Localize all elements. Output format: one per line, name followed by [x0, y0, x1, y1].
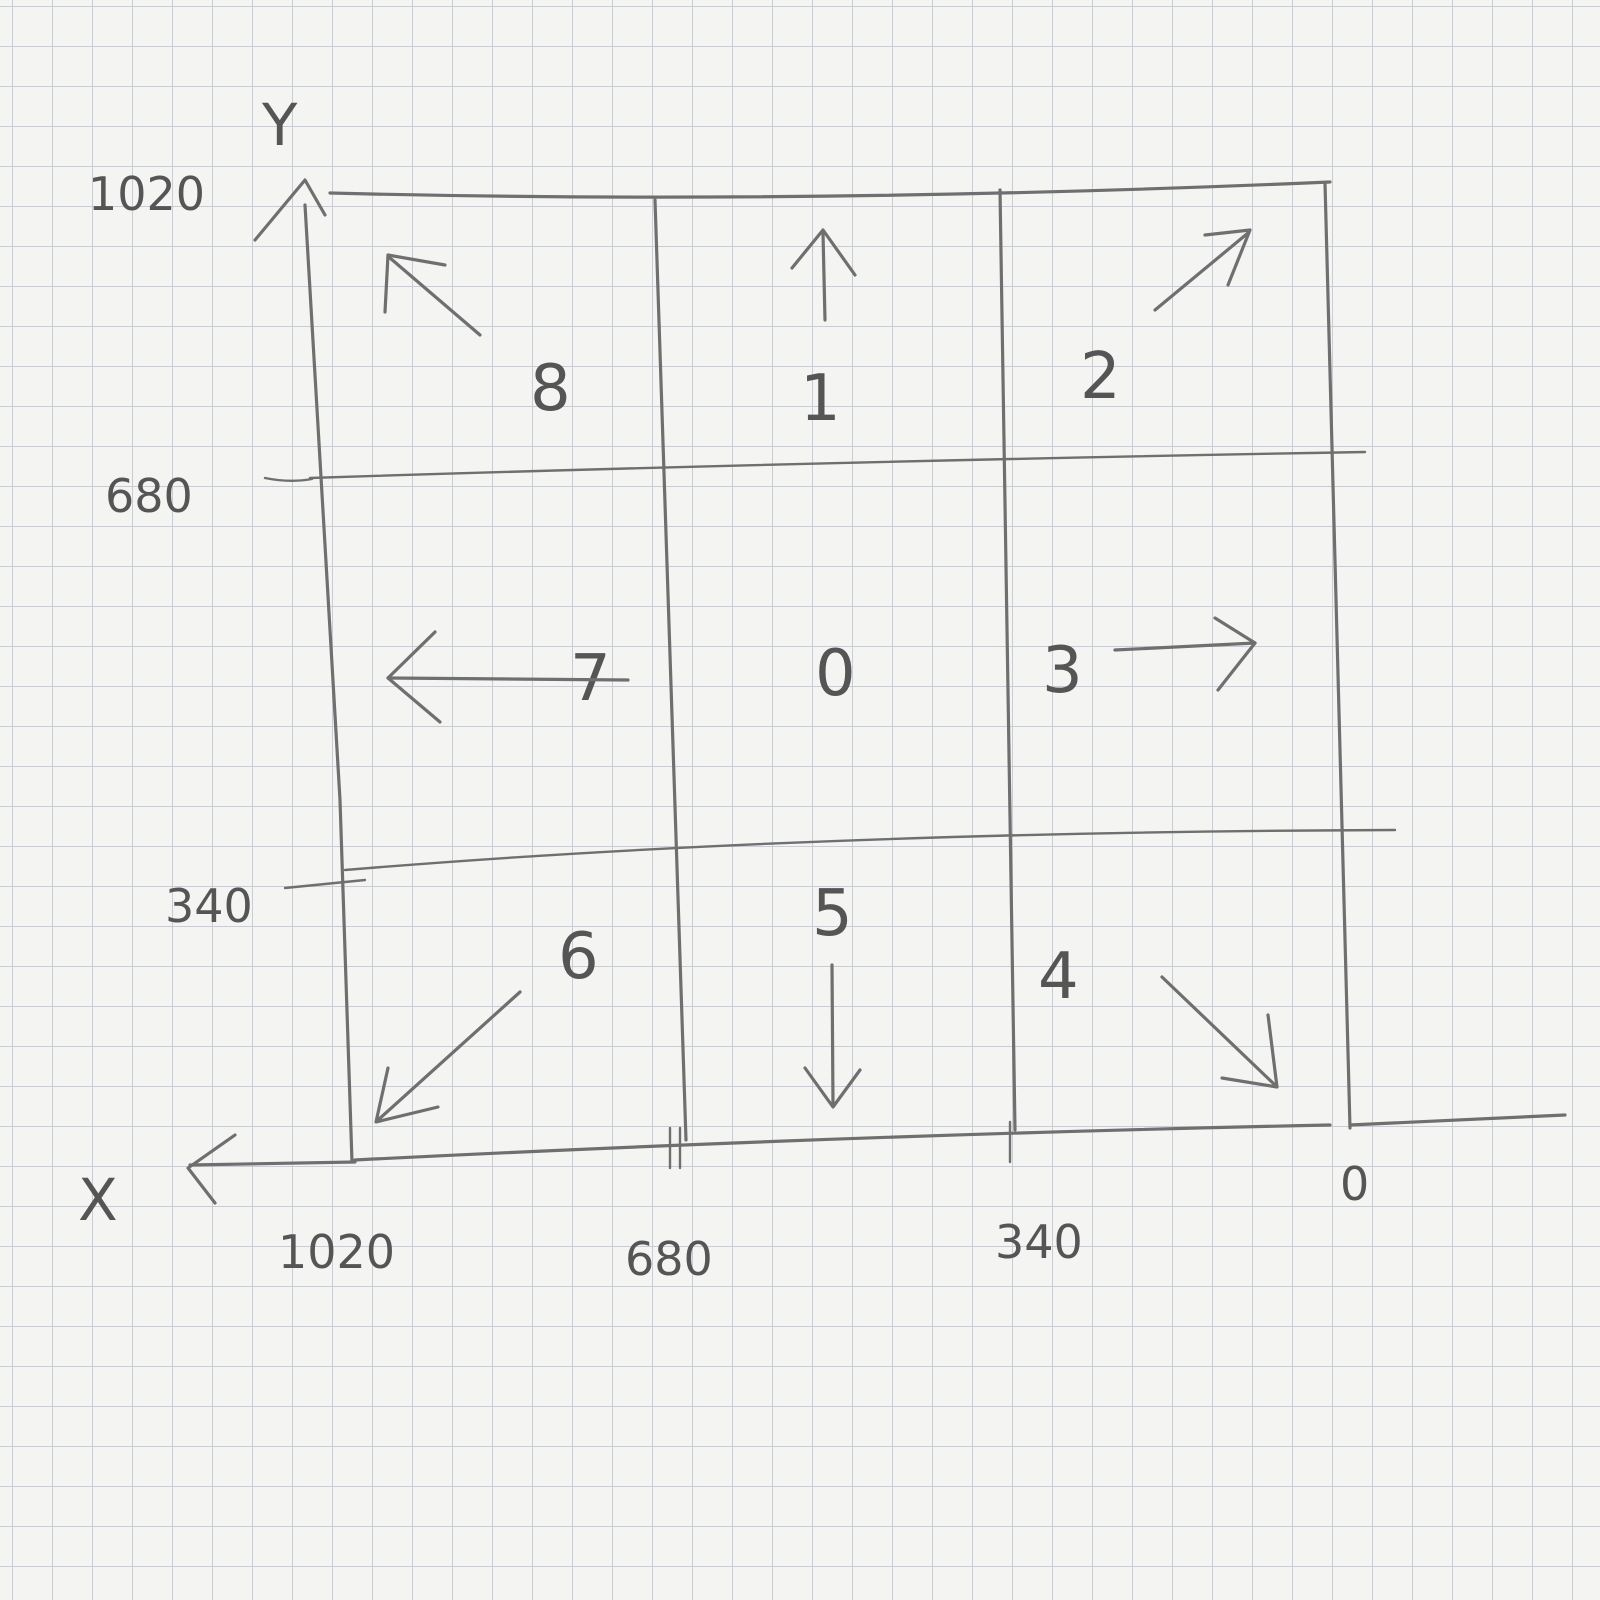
- right-border: [1323, 181, 1352, 1130]
- arrow-right-icon: [1113, 616, 1257, 692]
- direction-arrows: [374, 228, 1279, 1124]
- x-axis-right-extension: [1348, 1113, 1567, 1127]
- grid-lines: [303, 180, 1397, 1164]
- axes: [186, 178, 1567, 1205]
- bottom-border: [353, 1123, 1332, 1162]
- arrow-left-icon: [386, 630, 630, 724]
- x-tick-680: 680: [625, 1232, 713, 1286]
- x-axis-line: [188, 1160, 357, 1167]
- y-tick-680: 680: [105, 469, 193, 523]
- cell-label-5: 5: [812, 877, 853, 951]
- tick-y-680: [263, 476, 314, 482]
- vertical-divider-1: [653, 198, 688, 1142]
- y-axis-label: Y: [261, 91, 298, 159]
- x-axis-arrowhead: [186, 1133, 237, 1205]
- cell-label-3: 3: [1042, 634, 1083, 708]
- arrow-up-right-icon: [1153, 228, 1252, 312]
- x-tick-340: 340: [995, 1215, 1083, 1269]
- left-border: [303, 203, 354, 1164]
- arrow-down-left-icon: [374, 990, 522, 1124]
- horizontal-divider-1: [308, 450, 1367, 480]
- cell-labels: 8 1 2 7 0 3 6 5 4: [530, 340, 1121, 1014]
- horizontal-divider-2: [343, 828, 1397, 872]
- cell-label-4: 4: [1038, 940, 1079, 1014]
- y-tick-340: 340: [165, 879, 253, 933]
- arrow-down-icon: [803, 963, 862, 1109]
- tick-x-680: [668, 1126, 682, 1170]
- top-border: [328, 180, 1332, 199]
- tick-y-340: [283, 878, 367, 890]
- x-axis-label: X: [78, 1166, 118, 1234]
- x-tick-1020: 1020: [278, 1225, 395, 1279]
- y-tick-1020: 1020: [88, 167, 205, 221]
- vertical-divider-2: [998, 188, 1017, 1132]
- arrow-up-left-icon: [383, 253, 482, 337]
- arrow-down-right-icon: [1160, 975, 1279, 1089]
- cell-label-8: 8: [530, 352, 571, 426]
- cell-label-2: 2: [1080, 340, 1121, 414]
- cell-label-0: 0: [815, 637, 856, 711]
- x-tick-0: 0: [1340, 1157, 1369, 1211]
- y-axis-arrow: [253, 178, 327, 242]
- cell-label-1: 1: [800, 362, 841, 436]
- arrow-up-icon: [790, 228, 857, 322]
- cell-label-6: 6: [558, 920, 599, 994]
